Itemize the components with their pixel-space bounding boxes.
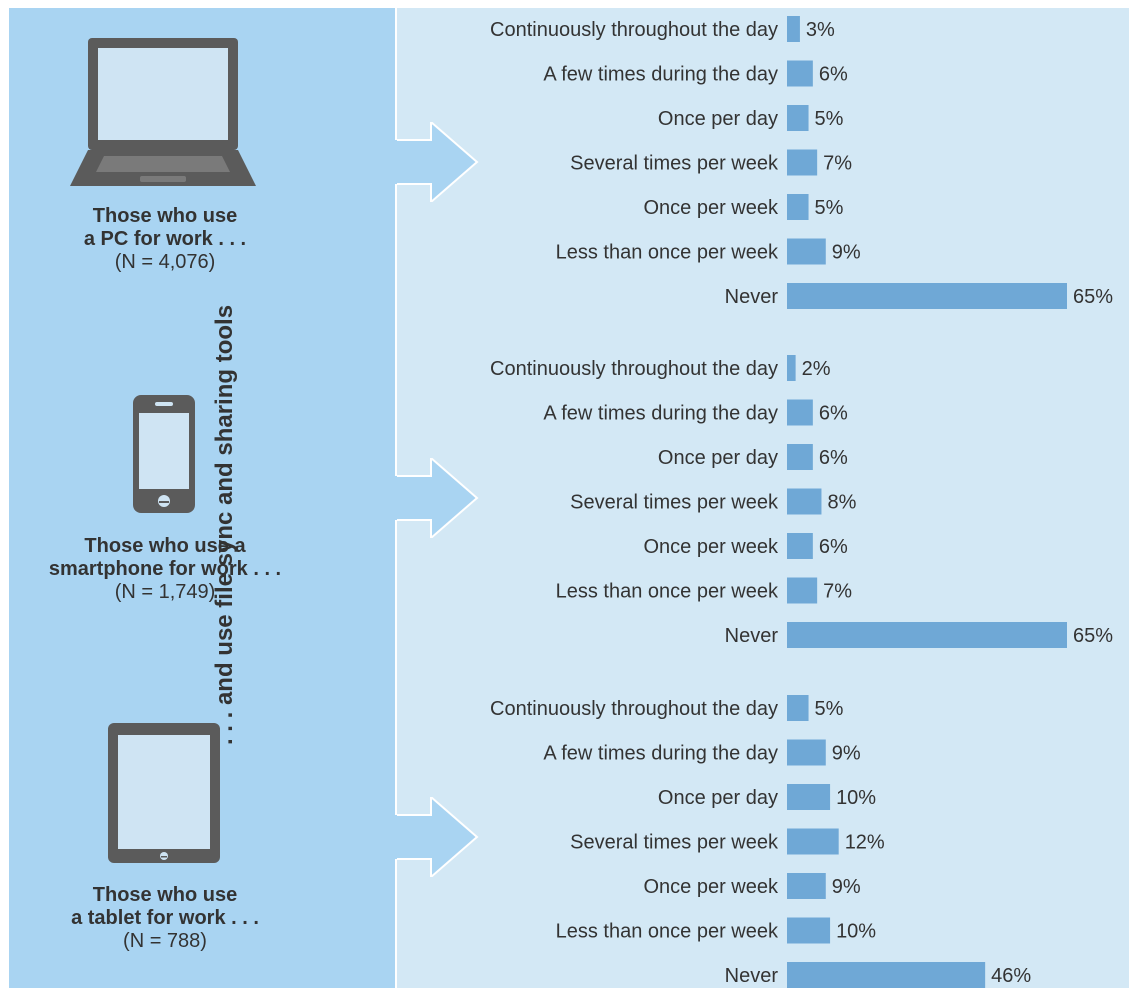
group-label-smartphone: Those who use a smartphone for work . . … [40, 535, 290, 604]
category-label: Once per day [658, 447, 778, 469]
category-label: Less than once per week [556, 921, 779, 943]
smartphone-icon [133, 395, 195, 513]
value-label: 3% [806, 19, 835, 41]
category-label: Less than once per week [556, 242, 779, 264]
bar [787, 695, 809, 721]
value-label: 46% [991, 965, 1031, 987]
group-label-tablet: Those who use a tablet for work . . . (N… [40, 884, 290, 953]
group-label-line1: Those who use [92, 205, 238, 227]
category-label: Once per week [643, 197, 779, 219]
value-label: 10% [836, 787, 876, 809]
category-label: Once per week [643, 536, 779, 558]
category-label: Several times per week [570, 153, 779, 175]
category-label: A few times during the day [543, 64, 778, 86]
bar [787, 784, 831, 810]
value-label: 2% [802, 358, 831, 380]
group-label-line2: smartphone for work . . . [48, 558, 282, 580]
category-label: Several times per week [570, 492, 779, 514]
bar [787, 16, 800, 42]
value-label: 5% [815, 698, 844, 720]
category-label: Continuously throughout the day [490, 358, 778, 380]
group-label-line1: Those who use [92, 884, 238, 906]
laptop-icon [70, 38, 256, 186]
value-label: 7% [823, 153, 852, 175]
value-label: 5% [815, 197, 844, 219]
arrow-right-icon [395, 458, 479, 538]
group-label-line1: Those who use a [84, 535, 246, 557]
category-label: A few times during the day [543, 743, 778, 765]
value-label: 9% [832, 876, 861, 898]
bar [787, 194, 809, 220]
value-label: 9% [832, 743, 861, 765]
bar [787, 283, 1067, 309]
value-label: 10% [836, 921, 876, 943]
bar [787, 577, 818, 604]
bar-chart-2: Continuously throughout the day 2% A few t… [490, 355, 1113, 648]
group-n-label: (N = 4,076) [114, 251, 216, 273]
value-label: 12% [845, 832, 885, 854]
value-label: 8% [827, 492, 856, 514]
group-n-label: (N = 1,749) [114, 581, 216, 603]
bar [787, 149, 818, 176]
arrow-right-icon [395, 122, 479, 202]
bar [787, 488, 822, 515]
value-label: 6% [819, 403, 848, 425]
group-n-label: (N = 788) [123, 930, 207, 952]
value-label: 5% [815, 108, 844, 130]
value-label: 65% [1073, 286, 1113, 308]
category-label: Never [725, 965, 779, 987]
bar [787, 962, 986, 988]
bar [787, 355, 796, 381]
bar [787, 533, 813, 559]
group-label-line2: a PC for work . . . [83, 228, 247, 250]
tablet-icon [108, 723, 220, 863]
group-label-pc: Those who use a PC for work . . . (N = 4… [40, 205, 290, 274]
bar [787, 399, 813, 426]
arrow-right-icon [395, 797, 479, 877]
bar [787, 105, 809, 131]
category-label: Once per day [658, 787, 778, 809]
bar [787, 828, 839, 855]
bar [787, 873, 826, 899]
bar-chart-3: Continuously throughout the day 5% A few t… [490, 695, 1031, 988]
category-label: Continuously throughout the day [490, 698, 778, 720]
bar-chart-1: Continuously throughout the day 3% A few t… [490, 16, 1113, 309]
bar [787, 444, 813, 470]
category-label: Less than once per week [556, 581, 779, 603]
value-label: 6% [819, 536, 848, 558]
category-label: Never [725, 286, 779, 308]
value-label: 7% [823, 581, 852, 603]
value-label: 6% [819, 447, 848, 469]
category-label: Several times per week [570, 832, 779, 854]
category-label: Never [725, 625, 779, 647]
value-label: 6% [819, 64, 848, 86]
bar [787, 238, 826, 265]
bar [787, 739, 826, 766]
bar [787, 917, 831, 944]
bar [787, 60, 813, 87]
bar [787, 622, 1067, 648]
right-panel [397, 8, 1129, 988]
category-label: Once per week [643, 876, 779, 898]
category-label: Once per day [658, 108, 778, 130]
group-label-line2: a tablet for work . . . [71, 907, 259, 929]
value-label: 65% [1073, 625, 1113, 647]
category-label: Continuously throughout the day [490, 19, 778, 41]
value-label: 9% [832, 242, 861, 264]
category-label: A few times during the day [543, 403, 778, 425]
